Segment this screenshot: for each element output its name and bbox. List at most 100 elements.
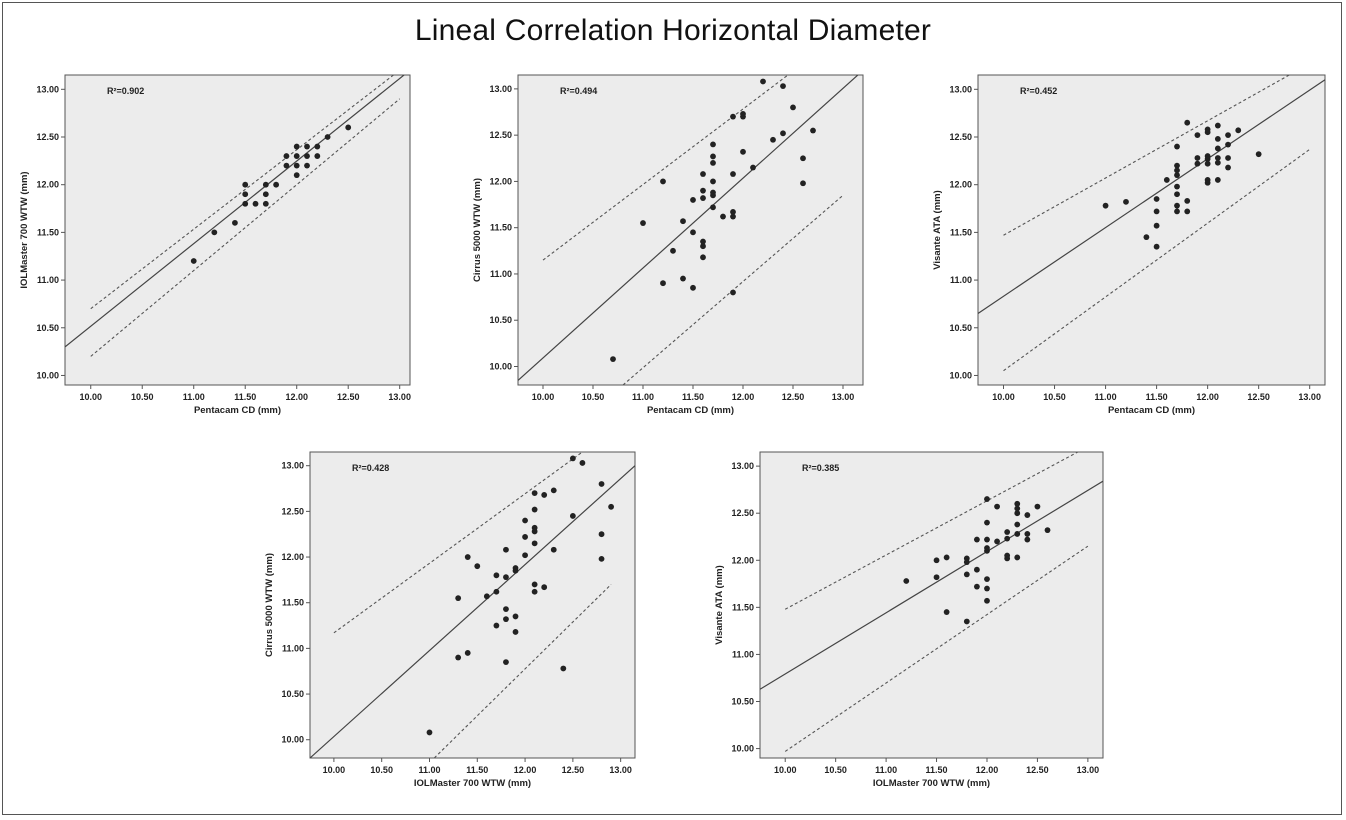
data-point <box>541 584 548 591</box>
data-point <box>1153 243 1160 250</box>
y-tick-label: 12.00 <box>36 180 59 190</box>
data-point <box>1225 155 1231 161</box>
data-point <box>984 496 990 502</box>
data-point <box>273 181 280 188</box>
x-tick-label: 12.00 <box>1196 392 1219 402</box>
data-point <box>345 124 352 131</box>
data-point <box>293 172 300 179</box>
data-point <box>933 557 940 564</box>
data-point <box>304 153 310 159</box>
data-point <box>730 213 736 220</box>
data-point <box>598 531 605 538</box>
data-point <box>1174 183 1180 190</box>
data-point <box>943 554 950 561</box>
data-point <box>670 247 676 254</box>
ci-upper-line <box>90 75 395 310</box>
data-point <box>780 83 786 90</box>
data-point <box>569 513 576 519</box>
data-point <box>522 517 528 524</box>
data-point <box>1004 552 1011 559</box>
data-point <box>720 213 726 220</box>
data-point <box>293 162 300 169</box>
data-point <box>710 189 716 196</box>
y-tick-label: 10.50 <box>731 697 754 707</box>
data-point <box>283 162 290 169</box>
data-point <box>1194 132 1201 138</box>
data-point <box>984 576 990 583</box>
data-point <box>973 536 980 543</box>
data-point <box>1255 151 1262 158</box>
data-point <box>1214 159 1221 166</box>
data-point <box>780 130 786 137</box>
r-squared-label: R²=0.452 <box>1020 86 1057 96</box>
data-point <box>426 729 433 736</box>
x-tick-label: 12.50 <box>1026 765 1049 775</box>
data-point <box>1214 122 1221 129</box>
data-point <box>903 578 910 584</box>
data-point <box>1024 536 1031 543</box>
data-point <box>493 588 500 595</box>
data-point <box>1024 512 1031 518</box>
y-axis-label: Cirrus 5000 WTW (mm) <box>264 553 275 657</box>
data-point <box>232 219 238 226</box>
data-point <box>710 204 716 211</box>
data-point <box>973 566 980 573</box>
data-point <box>994 503 1000 510</box>
data-point <box>1123 198 1129 205</box>
y-tick-label: 10.00 <box>36 370 59 380</box>
data-point <box>1174 162 1180 169</box>
data-point <box>1044 527 1051 534</box>
data-point <box>1174 208 1180 215</box>
data-point <box>541 492 548 498</box>
data-point <box>680 218 686 225</box>
plot-area <box>64 74 411 386</box>
y-axis-label: IOLMaster 700 WTW (mm) <box>19 171 30 288</box>
plot-area <box>759 451 1104 759</box>
x-tick-label: 10.00 <box>323 765 346 775</box>
data-point <box>293 153 300 159</box>
data-point <box>700 243 706 250</box>
y-tick-label: 11.50 <box>37 227 59 237</box>
data-point <box>483 593 490 600</box>
data-point <box>770 136 776 143</box>
y-tick-label: 12.50 <box>949 132 972 142</box>
data-point <box>1014 521 1021 528</box>
y-tick-label: 11.50 <box>282 598 304 608</box>
data-point <box>1225 132 1231 138</box>
data-point <box>1184 208 1191 215</box>
x-tick-label: 11.00 <box>632 392 654 402</box>
data-point <box>973 583 980 590</box>
r-squared-label: R²=0.494 <box>560 86 597 96</box>
data-point <box>660 280 666 287</box>
data-point <box>700 187 706 194</box>
data-point <box>474 563 481 570</box>
data-point <box>700 195 706 201</box>
data-point <box>512 613 519 620</box>
scatter-panel-1: 10.00 10.50 11.00 11.50 12.00 12.50 13.00 10.00… <box>19 74 411 416</box>
data-point <box>1153 196 1160 202</box>
data-point <box>598 555 605 562</box>
x-axis-label: Pentacam CD (mm) <box>647 405 734 416</box>
data-point <box>324 134 331 140</box>
data-point <box>262 200 269 207</box>
data-point <box>1004 529 1011 535</box>
x-tick-label: 12.00 <box>285 392 308 402</box>
x-tick-label: 11.00 <box>1095 392 1117 402</box>
data-point <box>610 356 616 362</box>
y-tick-label: 10.00 <box>281 735 304 745</box>
x-tick-label: 11.00 <box>875 765 897 775</box>
ci-upper-line <box>542 75 789 261</box>
data-point <box>579 460 586 466</box>
data-point <box>503 574 509 581</box>
x-tick-label: 12.00 <box>976 765 999 775</box>
x-tick-label: 12.50 <box>1247 392 1270 402</box>
y-tick-label: 13.00 <box>731 461 754 471</box>
x-tick-label: 13.00 <box>1298 392 1321 402</box>
data-point <box>242 191 249 198</box>
x-tick-label: 11.50 <box>234 392 256 402</box>
y-tick-label: 10.00 <box>731 744 754 754</box>
data-point <box>700 171 706 177</box>
data-point <box>800 155 806 162</box>
regression-line <box>978 79 1325 314</box>
data-point <box>810 127 816 134</box>
